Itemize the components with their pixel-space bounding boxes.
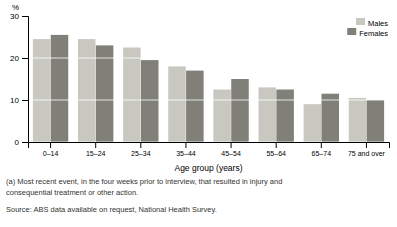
tick-label: 30 [10,12,19,21]
legend-swatch [347,28,356,35]
tick-mark [22,142,28,143]
legend: MalesFemales [347,18,388,38]
y-axis-title: % [12,3,19,12]
bar [276,90,294,143]
bar [321,94,339,142]
bar [213,90,231,143]
tick-label: 25–34 [131,150,151,157]
tick-mark [276,142,277,148]
tick-mark [185,142,186,148]
grid-line [28,142,389,143]
tick-label: 65–74 [312,150,332,157]
bar [33,39,51,142]
series [33,39,366,142]
legend-swatch [356,18,365,25]
bar [141,60,159,142]
bar [186,71,204,142]
tick-mark [22,16,28,17]
tick: 15–24 [86,142,106,157]
tick-label: 55–64 [266,150,286,157]
tick-label: 15–24 [86,150,106,157]
x-axis-title: Age group (years) [174,163,242,173]
tick-label: 0–14 [43,150,59,157]
annotation: consequential treatment or other action. [6,188,138,197]
grid-line [28,100,389,101]
tick-label: 35–44 [176,150,196,157]
grid-line [28,16,389,17]
tick: 65–74 [312,142,332,157]
tick: 55–64 [266,142,286,157]
tick: 20 [10,54,28,63]
tick-label: 75 and over [348,150,386,157]
y-axis: 0 10 20 30 [10,12,28,147]
axis-line [22,17,29,143]
tick: 25–34 [131,142,151,157]
series [51,35,384,142]
tick-mark [366,142,367,148]
tick-label: 20 [10,54,19,63]
bar [231,79,249,142]
tick: 0 [15,138,28,147]
legend-item: Males [356,18,388,28]
grid [28,16,389,142]
bar [304,104,322,142]
tick-mark [22,58,28,59]
x-axis: 0–14 15–24 25–34 35–44 45–54 55–64 65–74 75 and… [29,142,390,157]
tick-mark [321,142,322,148]
tick: 45–54 [221,142,241,157]
legend-label: Females [359,29,388,38]
chart: 0–14 15–24 25–34 35–44 45–54 55–64 65–74 75 and… [0,0,397,227]
plot-area: 0–14 15–24 25–34 35–44 45–54 55–64 65–74 75 and… [10,12,389,157]
tick: 30 [10,12,28,21]
bar [367,100,385,142]
marks [28,16,389,142]
tick-mark [22,100,28,101]
tick: 35–44 [176,142,196,157]
tick: 75 and over [348,142,386,157]
tick-mark [95,142,96,148]
tick-label: 0 [15,138,20,147]
axis-line [29,143,390,149]
tick: 0–14 [43,142,59,157]
tick: 10 [10,96,28,105]
legend-item: Females [347,28,388,38]
annotation: (a) Most recent event, in the four weeks… [6,177,282,186]
bar [96,45,114,142]
bar [258,87,276,142]
bar [168,66,186,142]
bar [78,39,96,142]
tick-label: 10 [10,96,19,105]
bar [123,48,141,143]
grid-line [28,58,389,59]
tick-label: 45–54 [221,150,241,157]
tick-mark [140,142,141,148]
bar [349,98,367,142]
tick-mark [231,142,232,148]
bar [51,35,69,142]
legend-label: Males [368,19,388,28]
tick-mark [50,142,51,148]
annotation: Source: ABS data available on request, N… [6,205,217,214]
